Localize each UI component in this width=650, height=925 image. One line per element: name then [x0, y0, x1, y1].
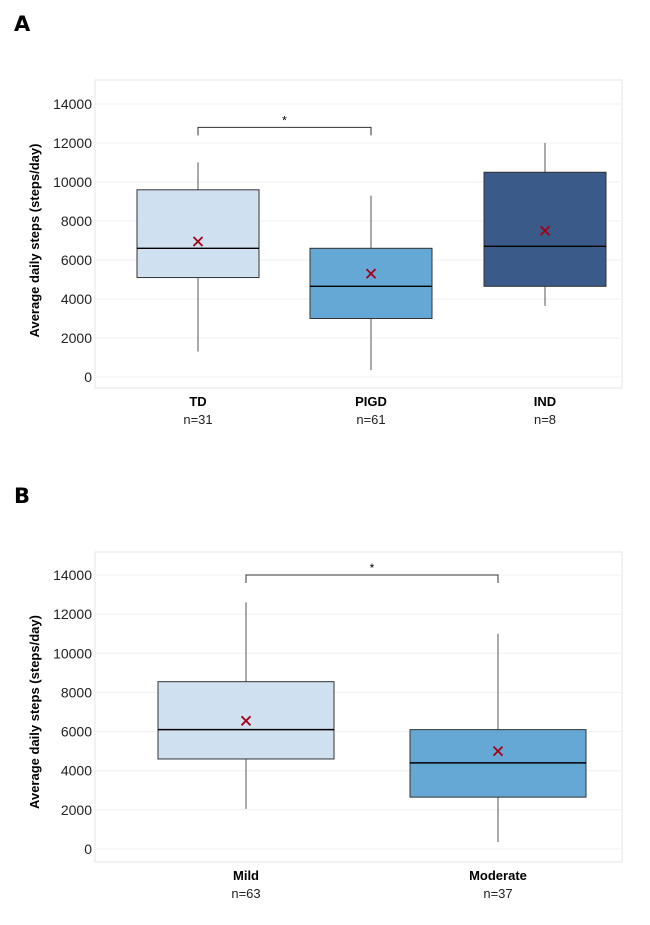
y-tick-label: 12000 — [53, 606, 92, 622]
y-tick-label: 8000 — [61, 213, 92, 229]
y-tick-label: 4000 — [61, 763, 92, 779]
category-label: Moderate — [469, 868, 527, 883]
mean-marker-stroke — [492, 746, 504, 757]
mean-marker — [492, 746, 504, 757]
mean-marker — [192, 236, 204, 247]
category-label: TD — [189, 394, 206, 409]
sample-size-label: n=8 — [534, 412, 556, 427]
significance-bracket — [245, 574, 499, 583]
sample-size-label: n=63 — [231, 886, 260, 901]
y-tick-label: 4000 — [61, 291, 92, 307]
y-axis-title: Average daily steps (steps/day) — [27, 144, 42, 338]
box-mild — [157, 681, 335, 760]
mean-marker-stroke — [240, 715, 252, 726]
y-tick-label: 6000 — [61, 252, 92, 268]
box-plot-b: 0 2000 4000 6000 8000 10000 12000 14000 Average … — [27, 551, 623, 901]
y-tick-label: 12000 — [53, 135, 92, 151]
category-label: IND — [534, 394, 556, 409]
y-tick-label: 14000 — [53, 96, 92, 112]
significance-star: * — [282, 113, 287, 127]
mean-marker — [539, 225, 551, 236]
panel-label-a: A — [14, 12, 31, 36]
sample-size-label: n=61 — [356, 412, 385, 427]
box-plot-a: 0 2000 4000 6000 8000 10000 12000 14000 Average … — [27, 79, 623, 427]
mean-marker-stroke — [365, 268, 377, 279]
y-tick-label: 2000 — [61, 802, 92, 818]
significance-bracket — [197, 126, 372, 136]
category-label: PIGD — [355, 394, 387, 409]
y-axis-title: Average daily steps (steps/day) — [27, 615, 42, 809]
sample-size-label: n=31 — [183, 412, 212, 427]
y-tick-label: 0 — [84, 369, 92, 385]
mean-marker-stroke — [192, 236, 204, 247]
sample-size-label: n=37 — [483, 886, 512, 901]
y-tick-label: 10000 — [53, 645, 92, 661]
mean-marker — [240, 715, 252, 726]
y-tick-label: 0 — [84, 841, 92, 857]
mean-marker — [365, 268, 377, 279]
y-tick-label: 8000 — [61, 684, 92, 700]
y-tick-label: 10000 — [53, 174, 92, 190]
y-tick-label: 14000 — [53, 567, 92, 583]
mean-marker-stroke — [539, 225, 551, 236]
box-ind — [483, 171, 607, 287]
y-tick-label: 2000 — [61, 330, 92, 346]
y-tick-label: 6000 — [61, 724, 92, 740]
box-pigd — [309, 247, 433, 319]
category-label: Mild — [233, 868, 259, 883]
box-td — [136, 189, 260, 279]
panel-label-b: B — [14, 484, 31, 508]
significance-star: * — [370, 561, 375, 575]
